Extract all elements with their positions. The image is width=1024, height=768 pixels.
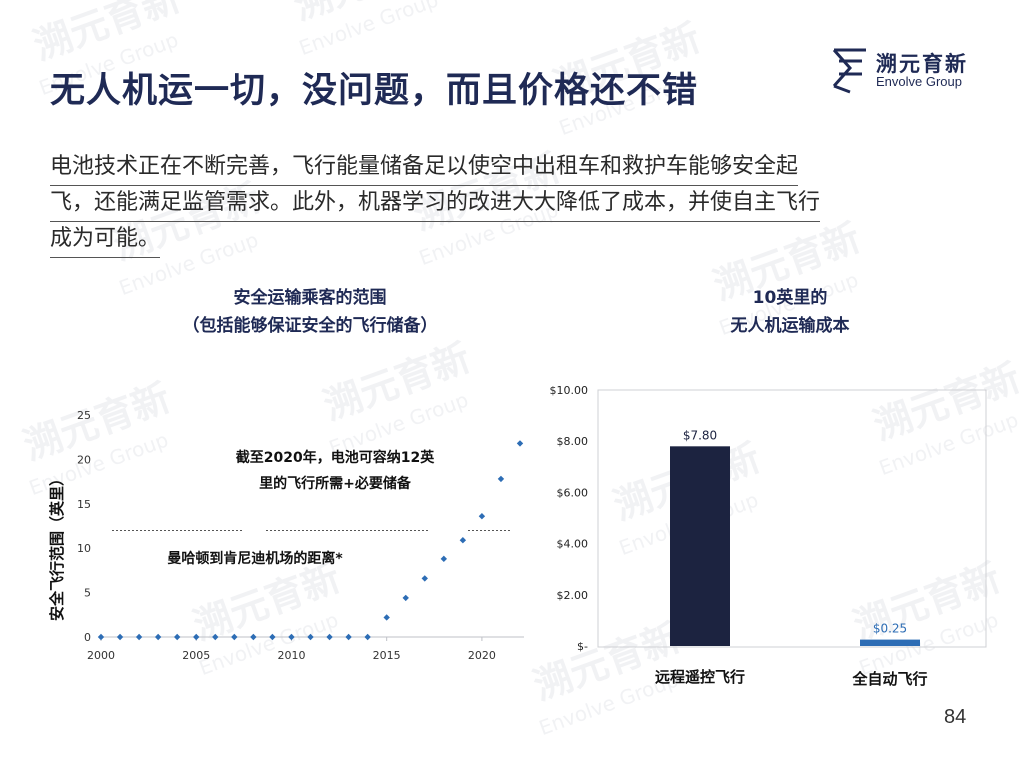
range-data-point [193, 633, 200, 641]
range-y-tick-label: 5 [84, 587, 91, 600]
cost-y-tick-label: $4.00 [557, 538, 589, 551]
range-data-point [345, 633, 352, 641]
range-y-tick-label: 25 [77, 409, 91, 422]
range-data-point [440, 555, 448, 563]
range-data-point [364, 633, 371, 641]
reference-line-label: 曼哈顿到肯尼迪机场的距离* [167, 550, 343, 567]
range-data-point [231, 633, 238, 641]
cost-y-tick-label: $6.00 [557, 486, 589, 499]
logo-name-en: Envolve Group [876, 74, 962, 89]
range-data-point [459, 537, 467, 544]
range-y-tick-label: 15 [77, 498, 91, 511]
range-y-tick-label: 10 [77, 542, 91, 555]
cost-bar-value-label: $7.80 [683, 428, 717, 442]
range-data-point [97, 633, 105, 641]
range-x-tick-label: 2020 [468, 649, 496, 662]
range-annotation-line: 里的飞行所需+必要储备 [259, 475, 412, 492]
range-data-point [250, 633, 257, 641]
range-data-point [173, 633, 181, 641]
cost-bar-value-label: $0.25 [873, 622, 907, 636]
range-y-tick-label: 0 [84, 631, 91, 644]
range-data-point [421, 575, 428, 582]
intro-line: 成为可能。 [50, 222, 161, 258]
page-number: 84 [944, 706, 967, 728]
cost-category-label: 远程遥控飞行 [655, 668, 745, 686]
range-data-point [383, 614, 390, 621]
range-chart-title-line: 安全运输乘客的范围 [233, 288, 387, 308]
range-data-point [135, 633, 143, 641]
range-chart-title: 安全运输乘客的范围 （包括能够保证安全的飞行储备） [110, 284, 510, 340]
range-data-point [516, 440, 524, 447]
cost-y-tick-label: $10.00 [550, 384, 589, 397]
cost-plot-frame [597, 389, 987, 648]
logo-mark-icon [832, 48, 866, 94]
cost-chart-title-line: 无人机运输成本 [730, 316, 850, 336]
cost-y-tick-label: $- [577, 640, 588, 653]
cost-bar [860, 639, 920, 646]
range-chart-title-line: （包括能够保证安全的飞行储备） [182, 316, 438, 336]
cost-category-label: 全自动飞行 [851, 670, 927, 688]
intro-line: 飞，还能满足监管需求。此外，机器学习的改进大大降低了成本，并使自主飞行 [50, 186, 821, 222]
intro-paragraph: 电池技术正在不断完善，飞行能量储备足以使空中出租车和救护车能够安全起 飞，还能满… [50, 150, 970, 258]
cost-y-tick-label: $2.00 [557, 589, 589, 602]
page-title: 无人机运一切，没问题，而且价格还不错 [50, 71, 699, 111]
range-data-point [116, 633, 124, 641]
range-annotation-line: 截至2020年，电池可容纳12英 [236, 449, 435, 466]
logo-name-cn: 溯元育新 [876, 52, 968, 76]
range-data-point [288, 633, 295, 641]
range-x-tick-label: 2010 [277, 649, 305, 662]
range-y-axis-label: 安全飞行范围（英里） [48, 471, 66, 621]
range-x-tick-label: 2000 [87, 649, 115, 662]
range-data-point [478, 513, 486, 520]
cost-chart-title: 10英里的 无人机运输成本 [680, 284, 900, 340]
range-data-point [497, 475, 505, 483]
cost-bar [670, 446, 730, 646]
cost-y-tick-label: $8.00 [557, 435, 589, 448]
range-data-point [154, 633, 162, 641]
range-data-point [212, 633, 219, 641]
brand-logo: 溯元育新 Envolve Group [832, 48, 982, 98]
range-data-point [269, 633, 276, 641]
range-x-tick-label: 2005 [182, 649, 210, 662]
range-x-tick-label: 2015 [373, 649, 401, 662]
range-y-tick-label: 20 [77, 453, 91, 466]
cost-chart-title-line: 10英里的 [752, 288, 828, 308]
range-data-point [307, 633, 314, 641]
range-data-point [402, 594, 409, 602]
range-data-point [326, 633, 333, 641]
